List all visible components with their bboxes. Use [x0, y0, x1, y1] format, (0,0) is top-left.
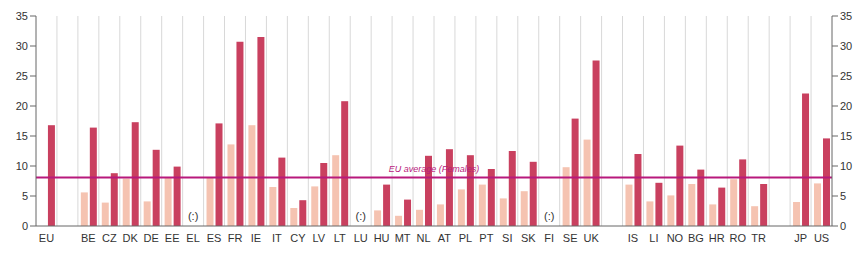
svg-text:35: 35	[840, 10, 852, 22]
svg-text:30: 30	[16, 40, 28, 52]
svg-text:JP: JP	[794, 232, 807, 244]
svg-text:5: 5	[22, 190, 28, 202]
svg-text:AT: AT	[438, 232, 452, 244]
svg-text:20: 20	[840, 100, 852, 112]
svg-text:CZ: CZ	[102, 232, 117, 244]
svg-text:EE: EE	[165, 232, 180, 244]
svg-text:LU: LU	[354, 232, 368, 244]
svg-text:HR: HR	[709, 232, 725, 244]
svg-text:IT: IT	[272, 232, 282, 244]
svg-text:ES: ES	[207, 232, 222, 244]
svg-text:UK: UK	[583, 232, 599, 244]
svg-text:SI: SI	[502, 232, 512, 244]
svg-text:35: 35	[16, 10, 28, 22]
svg-text:15: 15	[16, 130, 28, 142]
svg-text:30: 30	[840, 40, 852, 52]
svg-text:RO: RO	[729, 232, 746, 244]
svg-text:0: 0	[840, 220, 846, 232]
svg-text:IS: IS	[628, 232, 638, 244]
svg-text:0: 0	[22, 220, 28, 232]
svg-text:25: 25	[840, 70, 852, 82]
svg-text:FI: FI	[544, 232, 554, 244]
svg-text:IE: IE	[251, 232, 261, 244]
svg-text:LV: LV	[312, 232, 325, 244]
svg-text:US: US	[814, 232, 829, 244]
svg-text:DE: DE	[144, 232, 159, 244]
svg-text:(:): (:)	[188, 210, 198, 222]
svg-text:TR: TR	[751, 232, 766, 244]
svg-text:BE: BE	[81, 232, 96, 244]
svg-text:PL: PL	[459, 232, 472, 244]
svg-text:EU: EU	[39, 232, 54, 244]
svg-text:10: 10	[16, 160, 28, 172]
svg-text:SE: SE	[563, 232, 578, 244]
svg-text:10: 10	[840, 160, 852, 172]
svg-text:25: 25	[16, 70, 28, 82]
svg-text:NO: NO	[667, 232, 684, 244]
svg-text:PT: PT	[479, 232, 493, 244]
svg-text:LI: LI	[649, 232, 658, 244]
svg-text:DK: DK	[123, 232, 139, 244]
svg-text:EL: EL	[186, 232, 199, 244]
svg-text:LT: LT	[334, 232, 346, 244]
svg-text:FR: FR	[228, 232, 243, 244]
svg-text:SK: SK	[521, 232, 536, 244]
svg-text:NL: NL	[416, 232, 430, 244]
svg-text:5: 5	[840, 190, 846, 202]
svg-text:MT: MT	[395, 232, 411, 244]
svg-text:20: 20	[16, 100, 28, 112]
svg-text:(:): (:)	[355, 210, 365, 222]
svg-text:(:): (:)	[544, 210, 554, 222]
svg-text:EU average (Females): EU average (Females)	[389, 164, 480, 174]
svg-text:HU: HU	[374, 232, 390, 244]
svg-text:BG: BG	[688, 232, 704, 244]
svg-text:CY: CY	[290, 232, 306, 244]
svg-text:15: 15	[840, 130, 852, 142]
